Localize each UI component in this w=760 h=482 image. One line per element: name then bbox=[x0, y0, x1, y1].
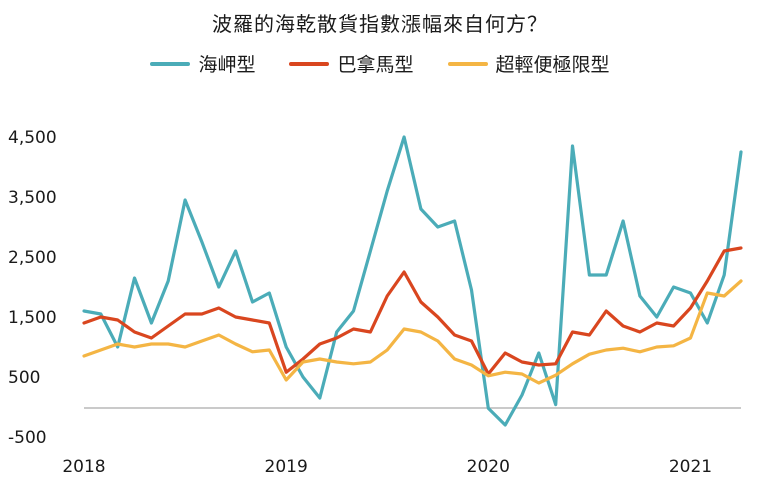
legend-swatch-capesize bbox=[150, 61, 191, 66]
legend-label-ultramax: 超輕便極限型 bbox=[495, 54, 610, 76]
y-tick-label: 1,500 bbox=[8, 308, 57, 328]
legend: 海岬型 巴拿馬型 超輕便極限型 bbox=[0, 50, 760, 77]
y-tick-label: 3,500 bbox=[8, 188, 57, 208]
x-tick-label: 2018 bbox=[62, 457, 105, 477]
legend-item-capesize: 海岬型 bbox=[150, 50, 255, 77]
y-tick-label: 500 bbox=[8, 368, 40, 388]
legend-item-ultramax: 超輕便極限型 bbox=[447, 50, 610, 77]
y-tick-label: 4,500 bbox=[8, 128, 57, 148]
legend-swatch-ultramax bbox=[447, 61, 488, 66]
legend-label-panamax: 巴拿馬型 bbox=[337, 54, 414, 76]
chart-title: 波羅的海乾散貨指數漲幅來自何方？ bbox=[212, 12, 548, 36]
y-tick-label: 2,500 bbox=[8, 248, 57, 268]
legend-item-panamax: 巴拿馬型 bbox=[289, 50, 414, 77]
y-tick-label: -500 bbox=[8, 428, 47, 448]
legend-label-capesize: 海岬型 bbox=[198, 54, 256, 76]
series-line-panamax bbox=[82, 246, 743, 376]
x-tick-label: 2020 bbox=[467, 457, 510, 477]
x-tick-label: 2021 bbox=[669, 457, 712, 477]
series-line-capesize bbox=[82, 135, 743, 427]
series-line-ultramax bbox=[82, 279, 743, 385]
legend-swatch-panamax bbox=[289, 61, 330, 66]
x-tick-label: 2019 bbox=[265, 457, 308, 477]
